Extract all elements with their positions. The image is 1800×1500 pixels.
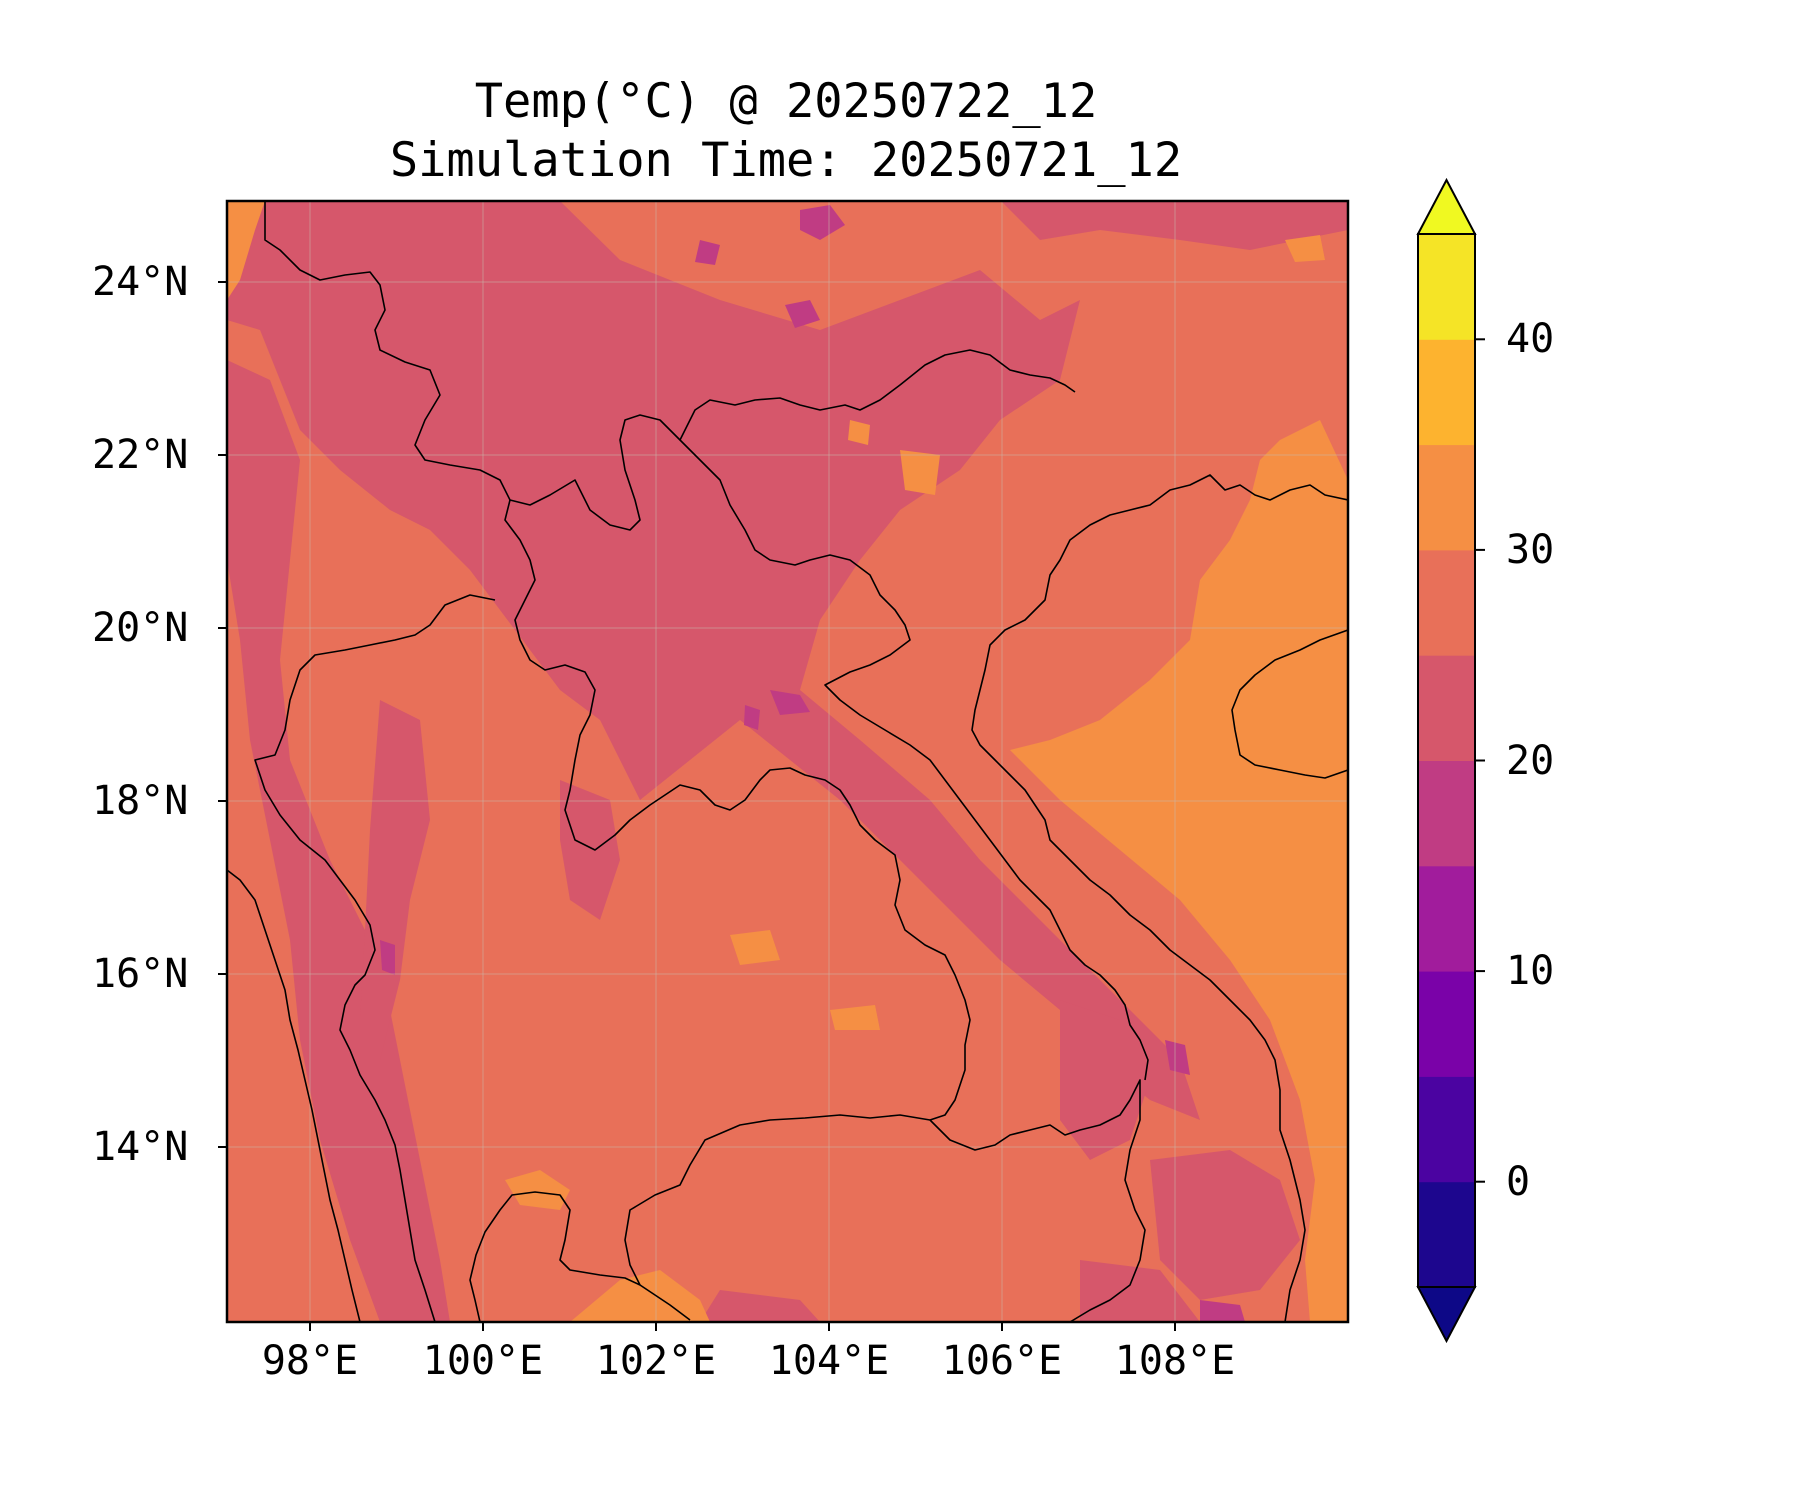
border-cambodia-vietnam <box>929 1079 1146 1322</box>
colorbar-band-0-5 <box>1418 1076 1475 1183</box>
x-tick-label-106e: 106°E <box>941 1338 1063 1384</box>
temperature-field <box>227 201 1348 1322</box>
boundaries <box>227 201 1348 1322</box>
border-myanmar-china <box>264 201 1076 531</box>
map-subtitle: Simulation Time: 20250721_12 <box>389 133 1183 188</box>
map-title: Temp(°C) @ 20250722_12 <box>474 74 1098 129</box>
coastline-hainan <box>1231 629 1348 779</box>
border-laos-vietnam <box>679 439 1149 1081</box>
x-tick-label-102e: 102°E <box>595 1338 717 1384</box>
colorbar-over-arrow <box>1416 177 1477 235</box>
y-tick-label-14n: 14°N <box>92 1124 189 1170</box>
x-tick-label-98e: 98°E <box>261 1338 359 1384</box>
colorbar-band-40-45 <box>1418 234 1475 340</box>
y-tick-label-24n: 24°N <box>92 259 189 305</box>
axis-ticks <box>218 281 1176 1331</box>
colorbar-band-25-30 <box>1418 549 1475 656</box>
coastline-vietnam <box>971 474 1348 1322</box>
x-tick-label-108e: 108°E <box>1114 1338 1236 1384</box>
colorbar-band-30-35 <box>1418 444 1475 551</box>
border-myanmar-thailand <box>254 594 496 1322</box>
colorbar <box>1416 177 1485 1344</box>
colorbar-band--5-0 <box>1418 1181 1475 1288</box>
colorbar-tick-label-10: 10 <box>1506 948 1555 995</box>
colorbar-band-5-10 <box>1418 971 1475 1077</box>
y-tick-label-16n: 16°N <box>92 951 189 997</box>
colorbar-band-35-40 <box>1418 339 1475 446</box>
x-tick-label-104e: 104°E <box>768 1338 890 1384</box>
x-tick-label-100e: 100°E <box>422 1338 544 1384</box>
coastline-andaman <box>227 869 361 1322</box>
border-laos-thailand <box>504 499 971 1121</box>
y-tick-label-22n: 22°N <box>92 432 189 478</box>
colorbar-band-20-25 <box>1418 655 1475 761</box>
colorbar-tick-label-0: 0 <box>1506 1158 1531 1205</box>
y-tick-label-20n: 20°N <box>92 605 189 651</box>
colorbar-band-15-20 <box>1418 760 1475 867</box>
colorbar-band-10-15 <box>1418 865 1475 972</box>
map-frame <box>225 199 1350 1324</box>
colorbar-tick-label-40: 40 <box>1506 316 1555 363</box>
y-tick-label-18n: 18°N <box>92 778 189 824</box>
colorbar-tick-label-20: 20 <box>1506 737 1555 784</box>
colorbar-under-arrow <box>1416 1286 1477 1344</box>
temp-band-15-20 <box>380 205 1245 1322</box>
border-thailand-cambodia <box>624 1114 931 1286</box>
gridlines <box>227 201 1348 1322</box>
colorbar-tick-label-30: 30 <box>1506 526 1555 573</box>
